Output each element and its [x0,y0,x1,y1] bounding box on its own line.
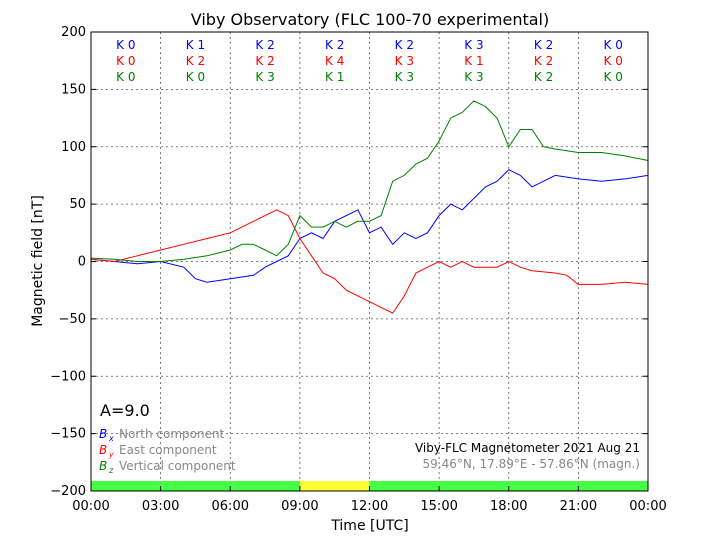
x-tick-label: 18:00 [490,499,527,514]
k-index-y: K 0 [604,54,623,68]
k-index-z: K 3 [395,70,414,84]
k-index-z: K 1 [325,70,344,84]
x-tick-label: 03:00 [142,499,179,514]
activity-bar-segment [369,481,440,491]
a-index: A=9.0 [100,401,150,420]
activity-bar-segment [578,481,648,491]
k-index-x: K 3 [464,38,483,52]
k-index-y: K 3 [395,54,414,68]
legend-subscript: x [108,434,114,443]
legend-symbol: B [99,427,107,441]
legend-symbol: B [99,443,107,457]
y-tick-label: 150 [61,82,86,97]
x-tick-label: 06:00 [212,499,249,514]
x-tick-label: 00:00 [72,499,109,514]
k-index-x: K 2 [395,38,414,52]
k-index-y: K 1 [464,54,483,68]
legend-symbol: B [99,459,107,473]
coords-label: 59.46°N, 17.89°E - 57.86°N (magn.) [423,457,640,471]
activity-bar-segment [91,481,161,491]
k-index-x: K 1 [186,38,205,52]
k-index-x: K 2 [534,38,553,52]
series-line-y [90,209,649,314]
legend-subscript: z [108,466,114,475]
y-tick-label: 0 [78,255,86,270]
k-index-x: K 0 [116,38,135,52]
k-index-z: K 2 [534,70,553,84]
x-tick-label: 12:00 [351,499,388,514]
k-index-y: K 0 [116,54,135,68]
legend-subscript: y [108,450,114,459]
activity-bar-segment [439,481,509,491]
y-tick-label: −150 [50,427,86,442]
x-tick-label: 00:00 [629,499,666,514]
x-tick-label: 21:00 [560,499,597,514]
k-index-z: K 0 [116,70,135,84]
series-line-z [90,100,649,262]
y-tick-label: −50 [59,312,86,327]
activity-bar-segment [230,481,300,491]
station-label: Viby-FLC Magnetometer 2021 Aug 21 [415,441,640,455]
activity-bar-segment [508,481,579,491]
y-tick-label: 200 [61,25,86,40]
k-index-y: K 2 [534,54,553,68]
chart-title: Viby Observatory (FLC 100-70 experimenta… [191,10,550,29]
k-index-x: K 2 [255,38,274,52]
k-index-z: K 0 [604,70,623,84]
k-index-y: K 4 [325,54,344,68]
x-axis-label: Time [UTC] [330,518,408,534]
legend-label: North component [119,427,225,441]
k-index-x: K 0 [604,38,623,52]
k-index-z: K 3 [464,70,483,84]
k-index-y: K 2 [255,54,274,68]
legend-label: Vertical component [119,459,236,473]
x-tick-label: 09:00 [281,499,318,514]
y-tick-label: 100 [61,140,86,155]
y-tick-label: −100 [50,369,86,384]
y-tick-label: 50 [69,197,86,212]
k-index-y: K 2 [186,54,205,68]
k-index-z: K 3 [255,70,274,84]
series-line-x [90,169,649,283]
activity-bar-segment [299,481,370,491]
y-axis-label: Magnetic field [nT] [30,195,46,327]
x-tick-label: 15:00 [420,499,457,514]
legend-label: East component [119,443,217,457]
k-index-z: K 0 [186,70,205,84]
y-tick-label: −200 [50,484,86,499]
k-index-x: K 2 [325,38,344,52]
activity-bar-segment [160,481,231,491]
